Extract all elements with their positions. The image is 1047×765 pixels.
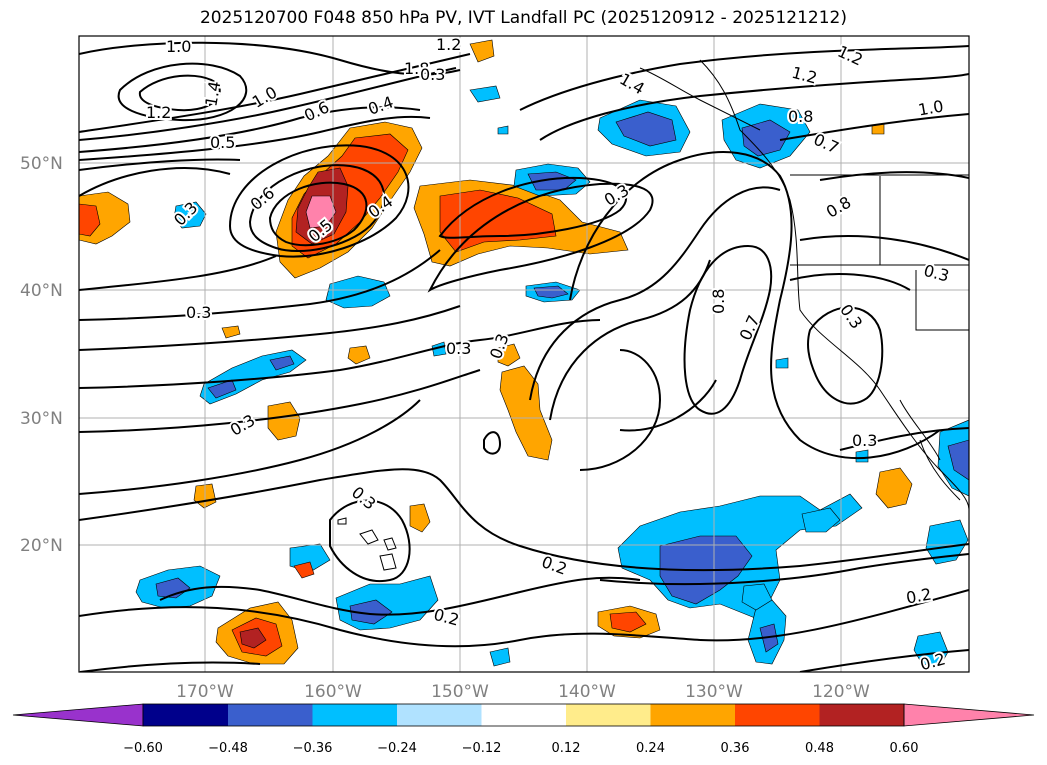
lat-label: 40°N bbox=[20, 281, 63, 301]
lon-label: 130°W bbox=[685, 682, 743, 702]
lat-label: 50°N bbox=[20, 154, 63, 174]
lat-label: 20°N bbox=[20, 536, 63, 556]
colorbar-tick-label: 0.36 bbox=[721, 741, 750, 756]
colorbar-segment bbox=[228, 704, 313, 726]
map-frame bbox=[78, 35, 970, 673]
colorbar-segment bbox=[312, 704, 397, 726]
colorbar-segment bbox=[481, 704, 566, 726]
colorbar-outline bbox=[142, 703, 905, 727]
colorbar-tick-label: −0.60 bbox=[123, 741, 163, 756]
contour-label: 0.8 bbox=[709, 289, 728, 314]
colorbar-tick-label: 0.12 bbox=[552, 741, 581, 756]
contour-label: 1.0 bbox=[166, 37, 191, 56]
colorbar-tick-label: 0.48 bbox=[805, 741, 834, 756]
colorbar-under-arrow bbox=[12, 703, 144, 727]
colorbar-segment bbox=[735, 704, 820, 726]
contour-label: 1.2 bbox=[146, 103, 171, 122]
contour-label: 0.3 bbox=[420, 65, 445, 84]
contour-label: 0.3 bbox=[446, 339, 471, 358]
colorbar-tick-label: 0.24 bbox=[636, 741, 665, 756]
colorbar-over-arrow bbox=[903, 703, 1035, 727]
graticule bbox=[79, 36, 969, 672]
colorbar-segment bbox=[819, 704, 904, 726]
map-title: 2025120700 F048 850 hPa PV, IVT Landfall… bbox=[199, 8, 847, 28]
lon-label: 170°W bbox=[176, 682, 234, 702]
coastlines bbox=[337, 59, 969, 571]
ivt-contours bbox=[79, 41, 969, 672]
colorbar-tick-label: −0.24 bbox=[377, 741, 417, 756]
latitude-labels: 50°N 40°N 30°N 20°N bbox=[20, 154, 63, 556]
colorbar-segment bbox=[650, 704, 735, 726]
colorbar-tick-label: −0.48 bbox=[208, 741, 248, 756]
colorbar: −0.60 −0.48 −0.36 −0.24 −0.12 0.12 0.24 … bbox=[12, 703, 1035, 756]
contour-label: 1.8 bbox=[404, 59, 429, 78]
pv-fill-layer bbox=[79, 39, 969, 667]
lon-label: 150°W bbox=[431, 682, 489, 702]
longitude-labels: 170°W 160°W 150°W 140°W 130°W 120°W bbox=[176, 682, 870, 702]
contour-label: 1.2 bbox=[436, 35, 461, 54]
colorbar-tick-label: 0.60 bbox=[890, 741, 919, 756]
colorbar-segment bbox=[143, 704, 228, 726]
lon-label: 160°W bbox=[304, 682, 362, 702]
contour-label: 0.3 bbox=[852, 431, 877, 450]
lon-label: 120°W bbox=[812, 682, 870, 702]
colorbar-segment bbox=[566, 704, 651, 726]
contour-label: 0.3 bbox=[186, 303, 211, 322]
colorbar-tick-label: −0.12 bbox=[462, 741, 502, 756]
colorbar-ticks: −0.60 −0.48 −0.36 −0.24 −0.12 0.12 0.24 … bbox=[123, 741, 918, 756]
contour-label: 0.5 bbox=[210, 133, 235, 152]
contour-label: 0.8 bbox=[788, 107, 813, 126]
lat-label: 30°N bbox=[20, 409, 63, 429]
colorbar-segment bbox=[397, 704, 482, 726]
contour-label: 1.0 bbox=[917, 96, 945, 119]
map-panel: 1.0 1.4 1.2 1.0 0.5 0.6 0.4 1.2 1.8 1.4 … bbox=[79, 35, 969, 672]
lon-label: 140°W bbox=[558, 682, 616, 702]
colorbar-tick-label: −0.36 bbox=[293, 741, 333, 756]
